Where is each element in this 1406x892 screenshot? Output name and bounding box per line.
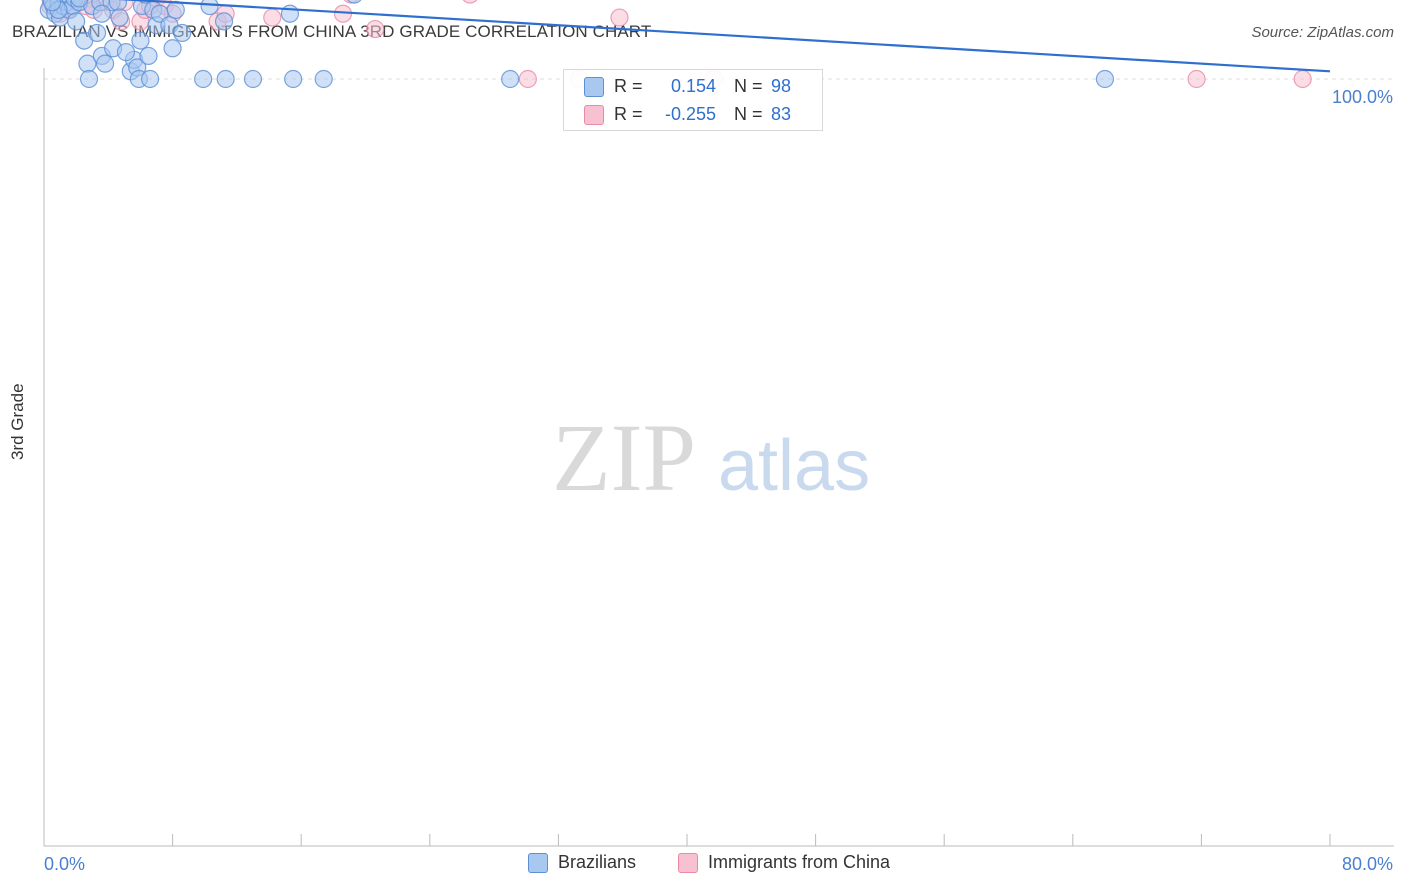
legend-item-china[interactable]: Immigrants from China [678,852,890,873]
data-point [163,39,182,58]
data-point [366,19,385,39]
data-point [110,8,129,27]
x-tick-label: 80.0% [1342,854,1393,874]
data-point [92,4,111,23]
data-point [116,43,136,62]
series-brazilians-points [39,0,1115,89]
data-point [87,23,107,43]
r-value: -0.255 [664,104,716,124]
data-point [610,8,629,27]
trend-lines [117,0,1331,73]
data-point [140,69,160,89]
trend-line [117,0,1331,73]
data-point [1187,69,1206,89]
data-point [1293,69,1312,89]
gridlines [44,78,1394,80]
data-point [166,0,185,19]
stats-swatch-pink [584,105,604,125]
data-point [214,12,234,31]
data-point [42,0,62,12]
n-value: 83 [771,104,792,124]
data-point [79,69,99,89]
data-point [216,69,235,89]
tick-labels: 100.0%95.0%90.0%85.0%0.0%80.0% [44,87,1393,874]
data-point [200,0,219,16]
data-point [194,69,213,89]
data-point [501,69,520,89]
bottom-legend: Brazilians Immigrants from China [0,852,1406,876]
n-label: N = [734,104,763,124]
stats-row-china: R = -0.255 N = 83 [564,101,822,129]
stats-legend: R = 0.154 N = 98 R = -0.255 N = 83 [563,69,823,131]
watermark: ZIP atlas [552,404,870,511]
data-point [67,12,86,31]
data-point [1095,69,1115,89]
data-point [95,54,115,73]
data-point [263,8,282,27]
r-label: R = [614,76,643,96]
n-value: 98 [771,76,792,96]
y-tick-label: 100.0% [1332,87,1393,107]
data-point [173,23,192,43]
watermark-zip: ZIP [552,404,696,511]
data-point [518,69,537,89]
data-point [314,69,333,89]
data-point [70,0,89,8]
axes [43,68,1394,847]
watermark-atlas: atlas [718,426,870,506]
data-point [284,69,303,89]
data-point [462,0,478,4]
data-point [243,69,263,89]
stats-row-brazilians: R = 0.154 N = 98 [564,73,822,101]
legend-item-brazilians[interactable]: Brazilians [528,852,636,873]
n-label: N = [734,76,763,96]
r-label: R = [614,104,643,124]
data-point [131,31,150,50]
legend-swatch-blue [528,852,548,873]
x-tick-label: 0.0% [44,854,85,874]
stats-swatch-blue [584,77,604,97]
legend-label-china: Immigrants from China [708,852,891,872]
data-point [139,46,158,66]
legend-swatch-pink [678,852,698,873]
legend-label-brazilians: Brazilians [558,852,637,872]
data-point [346,0,362,4]
r-value: 0.154 [670,76,716,96]
source-credit: Source: ZipAtlas.com [1251,24,1394,41]
